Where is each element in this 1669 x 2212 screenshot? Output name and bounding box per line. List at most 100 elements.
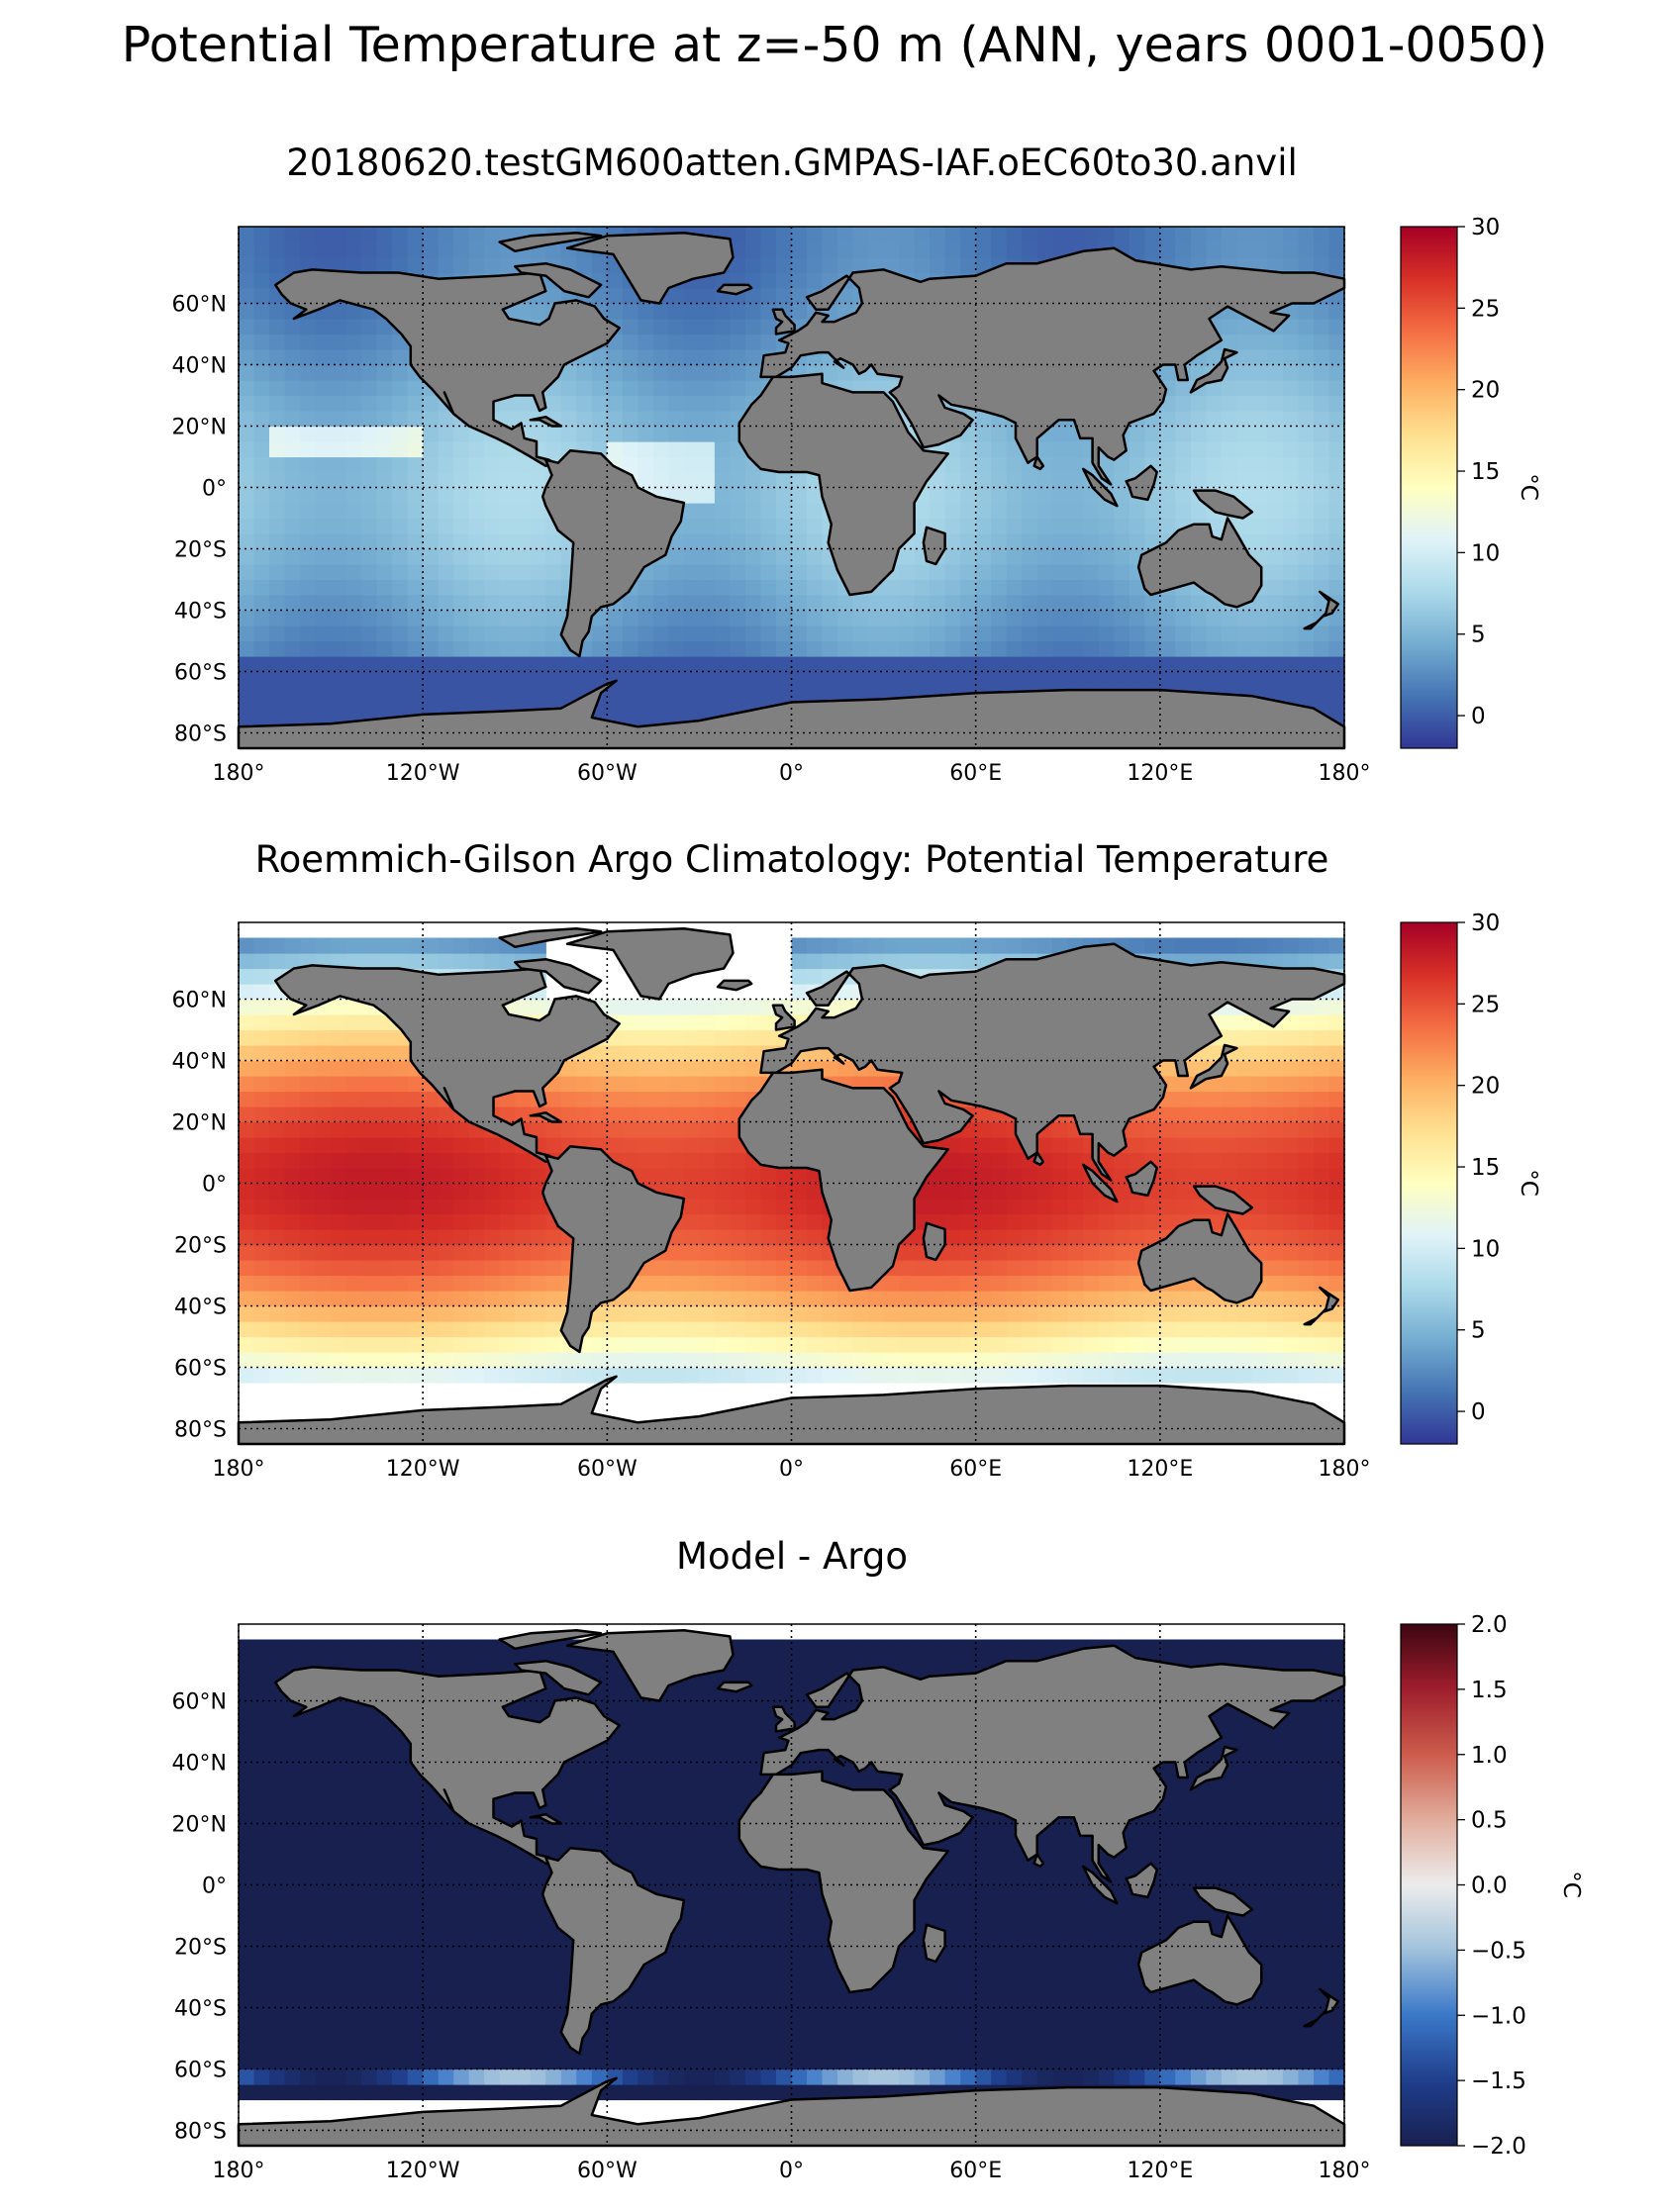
field-cell [315,349,332,366]
field-cell [745,364,762,381]
field-cell [1098,533,1115,550]
field-cell [745,1305,762,1322]
field-cell [714,1014,731,1031]
field-cell [930,1199,946,1215]
field-cell [776,1229,793,1246]
field-cell [1190,1352,1207,1369]
field-cell [714,1106,731,1123]
field-cell [392,1260,409,1277]
field-cell [730,1352,746,1369]
field-cell [1328,640,1345,657]
field-cell [284,518,301,534]
field-cell [484,1213,501,1230]
field-cell [376,1305,393,1322]
field-cell [991,579,1008,596]
field-cell [1221,411,1237,428]
field-cell [652,1291,669,1307]
field-cell [622,364,638,381]
field-cell [361,2054,378,2070]
field-cell [975,441,992,458]
field-cell [776,487,793,504]
field-cell [315,548,332,565]
field-cell [991,1152,1008,1169]
field-cell [1175,1137,1192,1154]
field-cell [468,503,485,520]
field-cell [1314,1367,1330,1384]
field-cell [269,702,286,719]
field-cell [837,595,854,612]
panel-title: Model - Argo [676,1535,908,1578]
field-cell [253,241,270,258]
field-cell [1114,671,1130,688]
field-cell [1067,1305,1084,1322]
field-cell [638,1152,654,1169]
field-cell [407,1655,424,1672]
field-cell [392,1121,409,1138]
field-cell [914,1199,931,1215]
field-cell [1282,564,1299,581]
field-cell [284,395,301,412]
field-cell [638,1305,654,1322]
field-cell [1267,1213,1284,1230]
field-cell [1052,1168,1069,1185]
field-cell [407,2054,424,2070]
field-cell [1314,1029,1330,1046]
field-cell [1175,1321,1192,1338]
field-cell [239,1244,255,1261]
field-cell [1083,1352,1100,1369]
field-cell [591,671,608,688]
field-cell [760,1014,777,1031]
field-cell [668,656,685,673]
field-cell [284,640,301,657]
field-cell [560,1121,577,1138]
field-cell [1328,1275,1345,1292]
field-cell [361,1778,378,1794]
field-cell [269,937,286,954]
field-cell [652,671,669,688]
field-cell [991,937,1008,954]
field-cell [392,564,409,581]
field-cell [1052,595,1069,612]
field-cell [730,1014,746,1031]
colorbar-gradient [1400,921,1458,1445]
field-cell [714,1291,731,1307]
field-cell [1298,395,1315,412]
field-cell [269,411,286,428]
field-cell [622,1121,638,1138]
field-cell [376,1091,393,1107]
field-cell [960,518,977,534]
field-cell [1067,1137,1084,1154]
field-cell [253,1106,270,1123]
field-cell [300,1792,317,1809]
field-cell [345,1199,362,1215]
field-cell [315,1962,332,1978]
field-cell [730,518,746,534]
field-cell [453,1305,470,1322]
field-cell [638,640,654,657]
field-cell [975,411,992,428]
field-cell [361,548,378,565]
field-cell [253,656,270,673]
field-cell [1298,472,1315,489]
field-cell [560,1060,577,1077]
field-cell [683,319,700,336]
field-cell [1282,625,1299,642]
field-cell [1221,640,1237,657]
field-cell [560,395,577,412]
field-cell [638,1291,654,1307]
field-cell [668,1336,685,1353]
field-cell [423,411,440,428]
field-cell [331,1045,347,1062]
field-cell [776,548,793,565]
field-cell [269,380,286,397]
field-cell [239,1260,255,1277]
field-cell [407,1168,424,1185]
field-cell [1267,579,1284,596]
field-cell [1206,640,1223,657]
field-cell [822,1367,838,1384]
field-cell [745,227,762,243]
field-cell [407,241,424,258]
field-cell [791,533,808,550]
field-cell [899,1291,916,1307]
field-cell [822,1060,838,1077]
